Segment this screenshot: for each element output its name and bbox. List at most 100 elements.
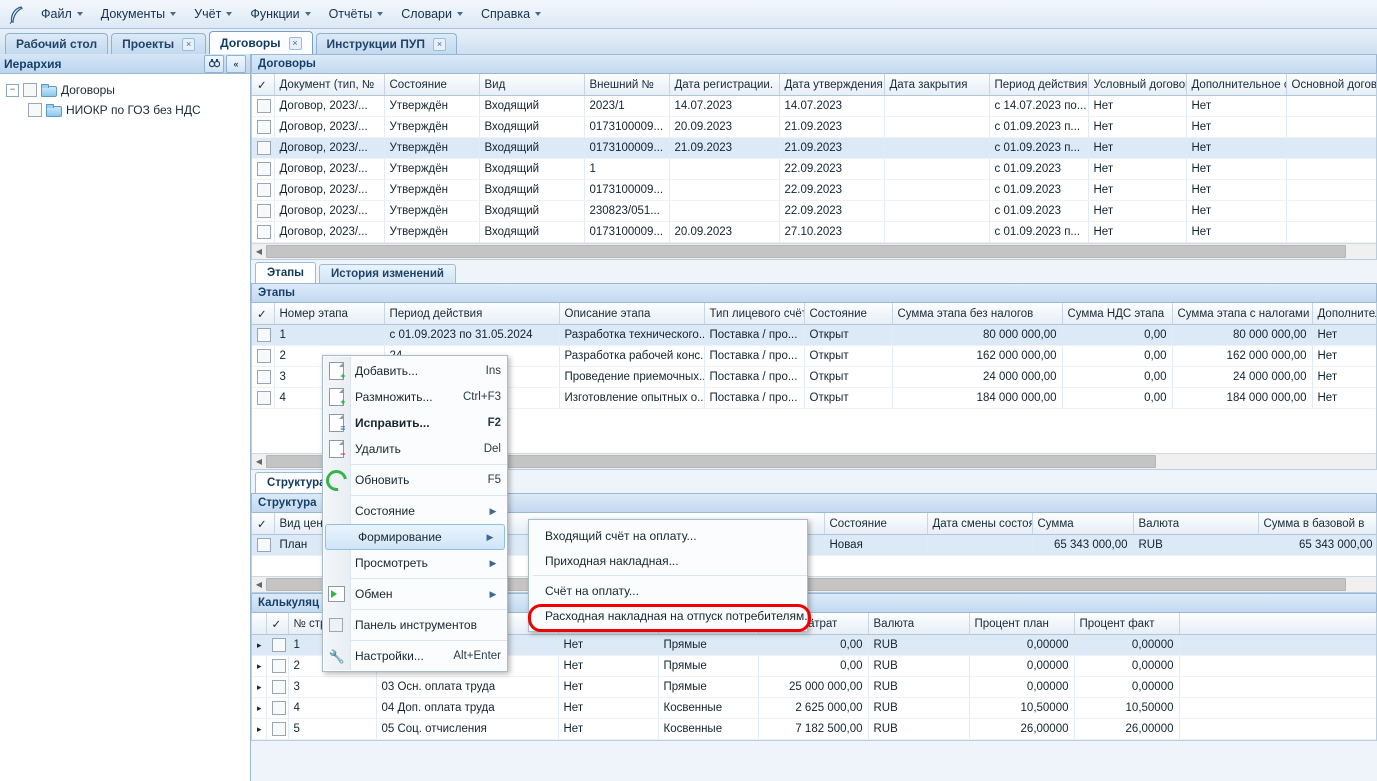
close-icon[interactable]: × [182,37,196,51]
row-checkbox-box[interactable] [257,140,271,155]
context-menu-item-формирование[interactable]: Формирование ▶ [325,524,505,550]
row-checkbox[interactable] [266,634,289,656]
tab-change-history[interactable]: История изменений [318,264,456,283]
menu-documents[interactable]: Документы [92,4,185,25]
col-structure-state[interactable]: Состояние [824,513,928,535]
collapse-icon[interactable]: « [226,54,246,73]
formation-submenu[interactable]: Входящий счёт на оплату... Приходная накл… [528,519,814,632]
col-stage-period[interactable]: Период действия [384,303,560,325]
row-checkbox-box[interactable] [257,369,271,384]
submenu-item-входящий-счёт-на-оплату-[interactable]: Входящий счёт на оплату... [529,523,807,548]
row-checkbox[interactable] [252,200,275,222]
select-all-column[interactable]: ✓ [266,613,289,635]
col-document[interactable]: Документ (тип, № [274,74,385,96]
row-checkbox[interactable] [252,366,275,388]
select-all-column[interactable]: ✓ [252,74,275,96]
expand-row-icon[interactable]: ▸ [252,718,267,740]
scroll-left-icon[interactable]: ◀ [255,580,263,589]
row-checkbox-box[interactable] [271,679,286,694]
row-checkbox-box[interactable] [271,721,286,736]
close-icon[interactable]: × [288,36,302,50]
context-menu-item-просмотреть[interactable]: Просмотреть ▶ [323,550,507,576]
context-menu-item-обновить[interactable]: Обновить F5 [321,465,507,495]
row-checkbox[interactable] [266,655,289,677]
tree-checkbox[interactable] [23,83,37,97]
row-checkbox-box[interactable] [257,390,271,405]
col-kind[interactable]: Вид [479,74,585,96]
close-icon[interactable]: × [432,37,446,51]
row-checkbox[interactable] [252,345,275,367]
row-checkbox-box[interactable] [257,537,271,552]
col-stage-vat[interactable]: Сумма НДС этапа [1062,303,1173,325]
col-stage-number[interactable]: Номер этапа [274,303,385,325]
row-checkbox-box[interactable] [257,98,271,113]
context-menu-item-панель-инструментов[interactable]: Панель инструментов [323,612,507,638]
context-menu-item-настройки-[interactable]: 🔧 Настройки... Alt+Enter [323,643,507,669]
tab-structure[interactable]: Структура [255,472,338,493]
row-checkbox[interactable] [252,179,275,201]
col-stage-sum-gross[interactable]: Сумма этапа с налогами [1172,303,1313,325]
row-checkbox-box[interactable] [257,327,271,342]
context-menu-item-удалить[interactable]: − Удалить Del [323,436,507,462]
tab-stages[interactable]: Этапы [255,262,316,283]
expand-row-icon[interactable]: ▸ [252,697,267,719]
menu-file[interactable]: Файл [32,4,92,25]
row-checkbox[interactable] [252,387,275,409]
col-account-type[interactable]: Тип лицевого счёт [704,303,805,325]
menu-dictionaries[interactable]: Словари [392,4,472,25]
menu-help[interactable]: Справка [472,4,550,25]
col-percent-fact[interactable]: Процент факт [1074,613,1180,635]
context-menu-item-обмен[interactable]: Обмен ▶ [323,581,507,607]
tab-contracts[interactable]: Договоры × [209,31,313,54]
tab-projects[interactable]: Проекты × [111,33,207,54]
table-row[interactable]: Договор, 2023/... Утверждён Входящий 230823… [252,200,1376,222]
menu-functions[interactable]: Функции [241,4,319,25]
tree-item-niokr[interactable]: НИОКР по ГОЗ без НДС [4,100,250,120]
table-row[interactable]: Договор, 2023/... Утверждён Входящий 2023/1… [252,95,1376,117]
table-row[interactable]: ▸ 3 03 Осн. оплата труда Нет Прямые 25 000 00… [252,676,1376,698]
table-row[interactable]: Договор, 2023/... Утверждён Входящий 017310… [252,116,1376,138]
table-row[interactable]: Договор, 2023/... Утверждён Входящий 017310… [252,221,1376,243]
scroll-thumb[interactable] [266,245,1346,258]
row-checkbox-box[interactable] [257,203,271,218]
expand-row-icon[interactable]: ▸ [252,655,267,677]
col-stage-state[interactable]: Состояние [804,303,893,325]
submenu-item-расходная-накладная-на-отпуск-потребителям-[interactable]: Расходная накладная на отпуск потребител… [529,603,814,628]
col-stage-supplementary[interactable]: Дополнительное с [1312,303,1376,325]
col-approval-date[interactable]: Дата утверждения [779,74,885,96]
row-checkbox[interactable] [252,116,275,138]
row-checkbox[interactable] [252,95,275,117]
row-checkbox-box[interactable] [257,224,271,239]
col-cost-currency[interactable]: Валюта [868,613,970,635]
row-checkbox-box[interactable] [257,348,271,363]
col-registration-date[interactable]: Дата регистрации. [669,74,780,96]
table-row[interactable]: Договор, 2023/... Утверждён Входящий 017310… [252,179,1376,201]
context-menu[interactable]: + Добавить... Ins + Размножить... Ctrl+F3 ≡ Исп… [321,355,508,672]
row-checkbox[interactable] [266,697,289,719]
row-checkbox[interactable] [252,158,275,180]
col-main-contract[interactable]: Основной договор [1286,74,1376,96]
tab-instructions[interactable]: Инструкции ПУП × [315,33,457,54]
expand-row-icon[interactable]: ▸ [252,676,267,698]
col-structure-sum[interactable]: Сумма [1032,513,1134,535]
row-checkbox[interactable] [252,324,275,346]
context-menu-item-исправить-[interactable]: ≡ Исправить... F2 [323,410,507,436]
select-all-column[interactable]: ✓ [252,513,275,535]
row-checkbox-box[interactable] [257,119,271,134]
table-row[interactable]: ▸ 4 04 Доп. оплата труда Нет Косвенные 2 625 … [252,697,1376,719]
context-menu-item-размножить-[interactable]: + Размножить... Ctrl+F3 [323,384,507,410]
row-checkbox[interactable] [252,534,275,556]
table-row[interactable]: ▸ 5 05 Соц. отчисления Нет Косвенные 7 182 50… [252,718,1376,740]
col-state-change-date[interactable]: Дата смены состоя [927,513,1033,535]
col-supplementary[interactable]: Дополнительное с [1186,74,1287,96]
col-stage-sum-net[interactable]: Сумма этапа без налогов [892,303,1063,325]
table-row[interactable]: Договор, 2023/... Утверждён Входящий 1 22.09… [252,158,1376,180]
collapse-toggle-icon[interactable]: − [6,83,19,97]
col-currency[interactable]: Валюта [1133,513,1259,535]
col-stage-description[interactable]: Описание этапа [559,303,705,325]
submenu-item-счёт-на-оплату-[interactable]: Счёт на оплату... [529,578,807,603]
context-menu-item-добавить-[interactable]: + Добавить... Ins [323,358,507,384]
col-base-sum[interactable]: Сумма в базовой в [1258,513,1376,535]
scroll-left-icon[interactable]: ◀ [255,247,263,256]
